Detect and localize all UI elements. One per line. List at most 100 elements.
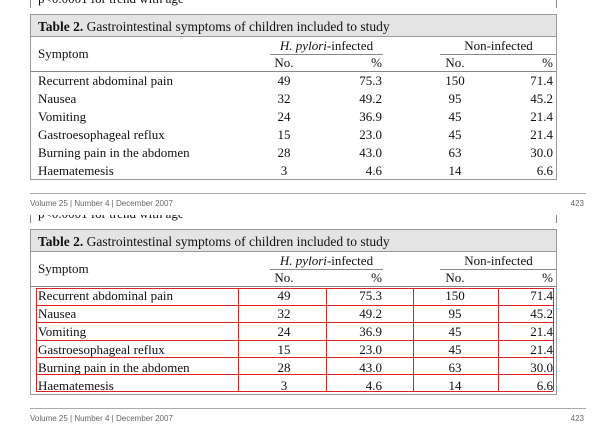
cell: 95 [448,306,462,321]
cell: 23.0 [359,127,382,142]
cell: 71.4 [530,288,553,303]
group-header: Non-infected [464,253,533,268]
cell: Recurrent abdominal pain [38,288,174,303]
subheader: % [542,55,553,70]
subheader: No. [445,55,465,70]
cell: 32 [277,91,291,106]
rule [270,54,383,55]
cell: 4.6 [365,378,382,393]
cell: 49.2 [359,306,382,321]
cell: 150 [445,73,465,88]
cell: 24 [277,109,291,124]
overlay-rule [326,288,327,392]
cell: 24 [277,324,291,339]
overlay-rule [238,288,239,392]
cell: 6.6 [536,163,553,178]
cell: Haematemesis [38,378,114,393]
overlay-rule [36,305,553,307]
cell: 95 [448,91,462,106]
subheader: % [371,55,382,70]
group-header: Non-infected [464,38,533,53]
cell: Recurrent abdominal pain [38,73,174,88]
cell: 63 [448,360,462,375]
rule [30,193,586,194]
cell: 49.2 [359,91,382,106]
group-rest: -infected [326,253,374,268]
footer-right: 423 [570,199,584,208]
cell: 49 [277,288,291,303]
cell: 45 [448,324,462,339]
symptom-header: Symptom [38,261,89,276]
cell: Burning pain in the abdomen [38,145,190,160]
cell: 49 [277,73,291,88]
table-frame [30,14,557,180]
subheader: No. [274,55,294,70]
cell: 30.0 [530,360,553,375]
cell: 45 [448,127,462,142]
cell: 15 [277,127,291,142]
cell: 4.6 [365,163,382,178]
rule [440,269,556,270]
overlay-rule [36,288,553,289]
cell: 21.4 [530,324,553,339]
overlay-rule [36,322,553,324]
cell: 30.0 [530,145,553,160]
rule [31,71,556,72]
title-bar [31,15,556,37]
rule [30,408,586,409]
cell: 63 [448,145,462,160]
cell: 21.4 [530,342,553,357]
overlay-rule [36,288,37,392]
cell: 28 [277,145,291,160]
cell: 15 [277,342,291,357]
table-title: Table 2. Gastrointestinal symptoms of ch… [38,19,390,35]
cell: 14 [448,163,462,178]
cell: 14 [448,378,462,393]
cell: 6.6 [536,378,553,393]
cell: 150 [445,288,465,303]
rule [556,215,557,223]
footer-left: Volume 25 | Number 4 | December 2007 [30,199,173,208]
cell: Nausea [38,306,77,321]
page-copy: p<0.0001 for trend with age Table 2. Gast… [30,0,586,208]
cell: 21.4 [530,127,553,142]
cell: 45.2 [530,306,553,321]
title-bar [31,230,556,252]
group-italic: H. pylori [279,38,327,53]
overlay-rule [553,288,554,392]
cell: 32 [277,306,291,321]
cell: Haematemesis [38,163,114,178]
rule [30,215,31,223]
overlay-rule [36,374,553,375]
subheader: No. [445,270,465,285]
subheader: % [542,270,553,285]
cell: Vomiting [38,324,87,339]
rule [270,269,383,270]
rule [31,286,556,287]
table-label: Table 2. [38,19,84,34]
cell: 45.2 [530,91,553,106]
cell: Burning pain in the abdomen [38,360,190,375]
overlay-rule [36,391,553,393]
title-text: Gastrointestinal symptoms of children in… [83,19,390,34]
subheader: No. [274,270,294,285]
cell: 21.4 [530,109,553,124]
footer-left: Volume 25 | Number 4 | December 2007 [30,414,173,423]
cell: 71.4 [530,73,553,88]
overlay-rule [413,288,414,392]
table-frame [30,229,557,395]
symptom-header: Symptom [38,46,89,61]
cell: 45 [448,109,462,124]
table-title: Table 2. Gastrointestinal symptoms of ch… [38,234,390,250]
group-header: H. pylori-infected [270,38,383,54]
cell: 23.0 [359,342,382,357]
cell: Gastroesophageal reflux [38,127,165,142]
footer-right: 423 [570,414,584,423]
cell: Nausea [38,91,77,106]
cell: 43.0 [359,360,382,375]
cell: 75.3 [359,288,382,303]
rule [440,54,556,55]
cell: 45 [448,342,462,357]
cell: 36.9 [359,109,382,124]
